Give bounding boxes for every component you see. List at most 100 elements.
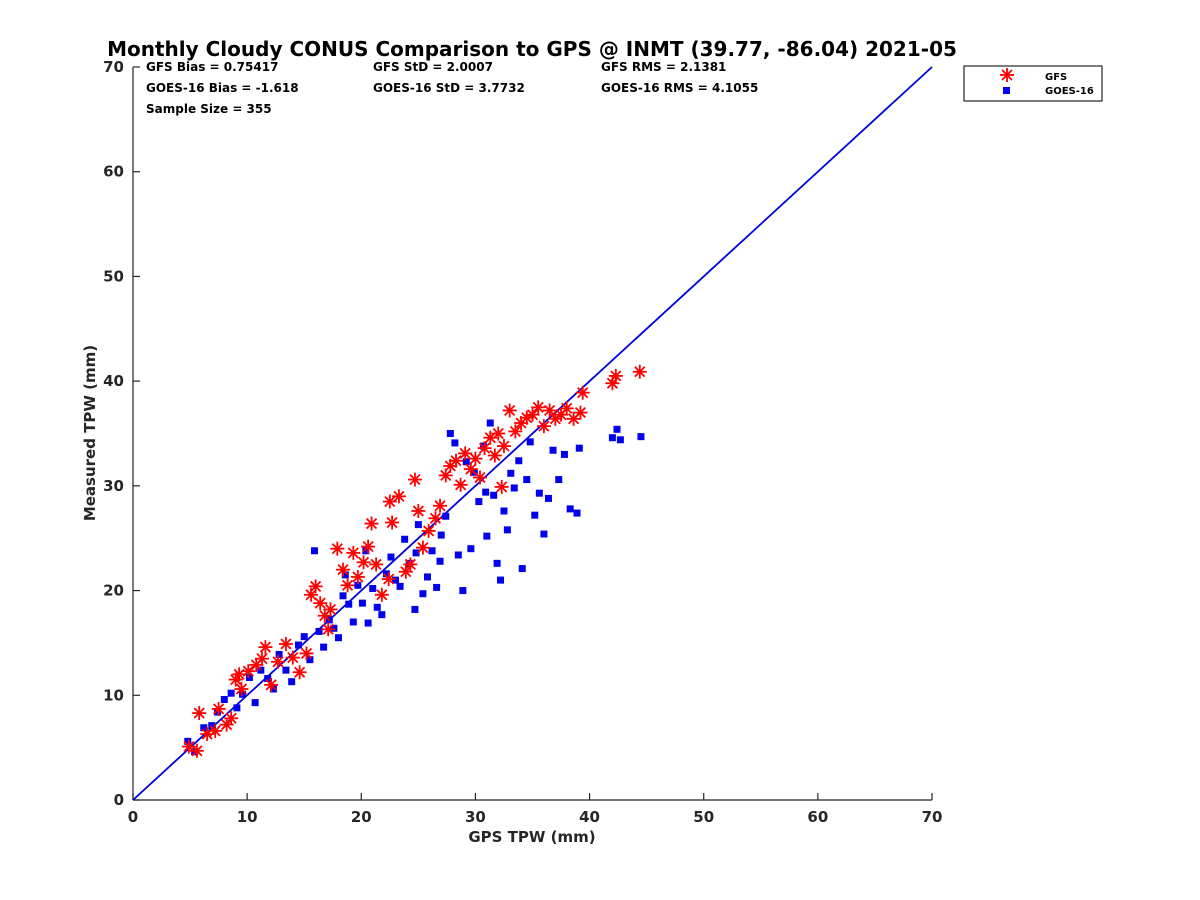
- goes-16-point: [540, 530, 548, 538]
- goes-16-point: [362, 547, 370, 555]
- gfs-point: [559, 401, 574, 416]
- goes-16-point: [282, 666, 290, 674]
- goes-16-point: [364, 619, 372, 627]
- gfs-point: [463, 462, 478, 477]
- goes-16-point: [264, 675, 272, 683]
- gfs-point: [361, 539, 376, 554]
- goes-16-point: [637, 433, 645, 441]
- gfs-point: [364, 516, 379, 531]
- y-axis-ticks: 0 10 20 30 40 50 60 70: [103, 58, 140, 809]
- y-axis-label: Measured TPW (mm): [81, 345, 99, 521]
- goes-16-point: [382, 570, 390, 578]
- gfs-point: [608, 368, 623, 383]
- gfs-rms-text: GFS RMS = 2.1381: [601, 60, 726, 74]
- gfs-point: [211, 701, 226, 716]
- gfs-point: [433, 498, 448, 513]
- legend-box: [963, 65, 1103, 102]
- goes-16-point: [423, 573, 431, 581]
- goes-16-point: [414, 521, 422, 529]
- gfs-point: [278, 636, 293, 651]
- gfs-point: [264, 677, 279, 692]
- gfs-point: [407, 472, 422, 487]
- goes-16-point: [373, 603, 381, 611]
- gfs-point: [428, 511, 443, 526]
- goes-16-point: [306, 656, 314, 664]
- gfs-point: [496, 439, 511, 454]
- goes-16-point: [378, 611, 386, 619]
- gfs-point: [491, 426, 506, 441]
- goes-16-point: [523, 476, 531, 484]
- x-axis-label: GPS TPW (mm): [468, 828, 595, 846]
- goes-16-point: [442, 512, 450, 520]
- gfs-point: [385, 515, 400, 530]
- gfs-point: [336, 562, 351, 577]
- gfs-point: [421, 523, 436, 538]
- gfs-point: [573, 405, 588, 420]
- goes-16-point: [428, 547, 436, 555]
- gfs-point: [323, 602, 338, 617]
- gfs-point: [536, 419, 551, 434]
- goes-16-point: [315, 627, 323, 635]
- y-tick-label: 50: [103, 267, 124, 285]
- goes-16-point: [507, 469, 515, 477]
- gfs-point: [321, 622, 336, 637]
- goes-16-point: [184, 737, 192, 745]
- gfs-point: [415, 540, 430, 555]
- y-tick-label: 20: [103, 582, 124, 600]
- goes-16-point: [475, 498, 483, 506]
- gfs-point: [292, 665, 307, 680]
- goes-16-point: [369, 584, 377, 592]
- gfs-point: [381, 572, 396, 587]
- goes-16-point: [515, 457, 523, 465]
- goes-16-point: [227, 689, 235, 697]
- gfs-point: [453, 477, 468, 492]
- goes-16-point: [454, 551, 462, 559]
- gfs-point: [449, 453, 464, 468]
- gfs-point: [468, 451, 483, 466]
- goes-16-series: [184, 419, 645, 756]
- gfs-point: [369, 557, 384, 572]
- gfs-std-text: GFS StD = 2.0007: [373, 60, 493, 74]
- gfs-point: [487, 448, 502, 463]
- goes-16-point: [497, 576, 505, 584]
- goes-16-point: [349, 618, 357, 626]
- goes-16-point: [493, 559, 501, 567]
- gfs-point: [254, 651, 269, 666]
- goes-16-point: [535, 489, 543, 497]
- goes-16-point: [549, 446, 557, 454]
- x-tick-label: 0: [128, 808, 138, 826]
- gfs-point: [502, 403, 517, 418]
- gfs-point: [403, 557, 418, 572]
- goes-16-point: [345, 600, 353, 608]
- goes-16-point: [358, 599, 366, 607]
- goes-16-point: [295, 641, 303, 649]
- goes-16-point: [239, 690, 247, 698]
- gfs-point: [270, 654, 285, 669]
- goes-16-point: [411, 605, 419, 613]
- chart-title: Monthly Cloudy CONUS Comparison to GPS @…: [107, 37, 957, 61]
- goes-16-point: [213, 708, 221, 716]
- goes-16-point: [575, 444, 583, 452]
- y-tick-label: 70: [103, 58, 124, 76]
- gfs-point: [241, 664, 256, 679]
- goes-16-point: [320, 643, 328, 651]
- gfs-point: [472, 470, 487, 485]
- goes-16-point: [208, 722, 216, 730]
- goes-16-point: [510, 484, 518, 492]
- y-tick-label: 0: [114, 791, 124, 809]
- goes-16-point: [275, 650, 283, 658]
- goes-bias-text: GOES-16 Bias = -1.618: [146, 81, 299, 95]
- legend-gfs-marker: [1000, 68, 1014, 82]
- goes-16-point: [462, 458, 470, 466]
- goes-16-point: [233, 704, 241, 712]
- gfs-point: [494, 479, 509, 494]
- gfs-point: [508, 424, 523, 439]
- goes-16-point: [451, 439, 459, 447]
- gfs-point: [531, 400, 546, 415]
- gfs-point: [477, 441, 492, 456]
- gfs-point: [299, 646, 314, 661]
- goes-16-point: [518, 565, 526, 573]
- goes-16-point: [433, 583, 441, 591]
- goes-16-point: [334, 634, 342, 642]
